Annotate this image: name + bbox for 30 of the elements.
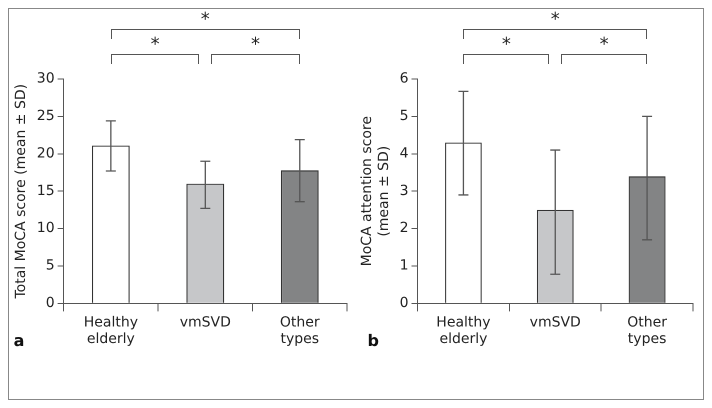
text: * <box>150 34 161 55</box>
y-tick-label: 0 <box>400 295 409 312</box>
y-tick-label: 5 <box>46 258 55 274</box>
x-tick-label: Healthy elderly <box>436 314 491 348</box>
y-tick-label: 25 <box>36 108 55 124</box>
y-tick-label: 3 <box>400 182 409 199</box>
x-tick-label: Other types <box>280 314 320 348</box>
y-tick-label: 1 <box>400 258 409 274</box>
y-axis-title: MoCA attention score (mean ± SD) <box>359 116 392 266</box>
y-tick-label: 5 <box>400 108 409 124</box>
y-tick-label: 15 <box>36 182 55 199</box>
y-tick-label: 20 <box>36 145 55 162</box>
y-tick-label: 0 <box>46 295 55 312</box>
text: * <box>500 34 512 55</box>
y-tick-label: 6 <box>400 70 409 87</box>
y-tick-label: 2 <box>400 220 409 236</box>
x-tick-label: vmSVD <box>530 314 581 330</box>
y-tick-label: 30 <box>36 70 55 87</box>
x-tick-label: Healthy elderly <box>84 314 138 348</box>
text: a <box>14 331 24 350</box>
y-axis-title: Total MoCA score (mean ± SD) <box>13 84 30 300</box>
x-tick-label: vmSVD <box>180 314 231 330</box>
text: * <box>550 9 561 30</box>
text: b <box>368 331 379 350</box>
text: * <box>200 9 211 30</box>
y-tick-label: 4 <box>400 145 409 162</box>
text: * <box>598 34 610 55</box>
text: * <box>250 34 262 55</box>
x-tick-label: Other types <box>627 314 668 348</box>
y-tick-label: 10 <box>36 220 55 236</box>
